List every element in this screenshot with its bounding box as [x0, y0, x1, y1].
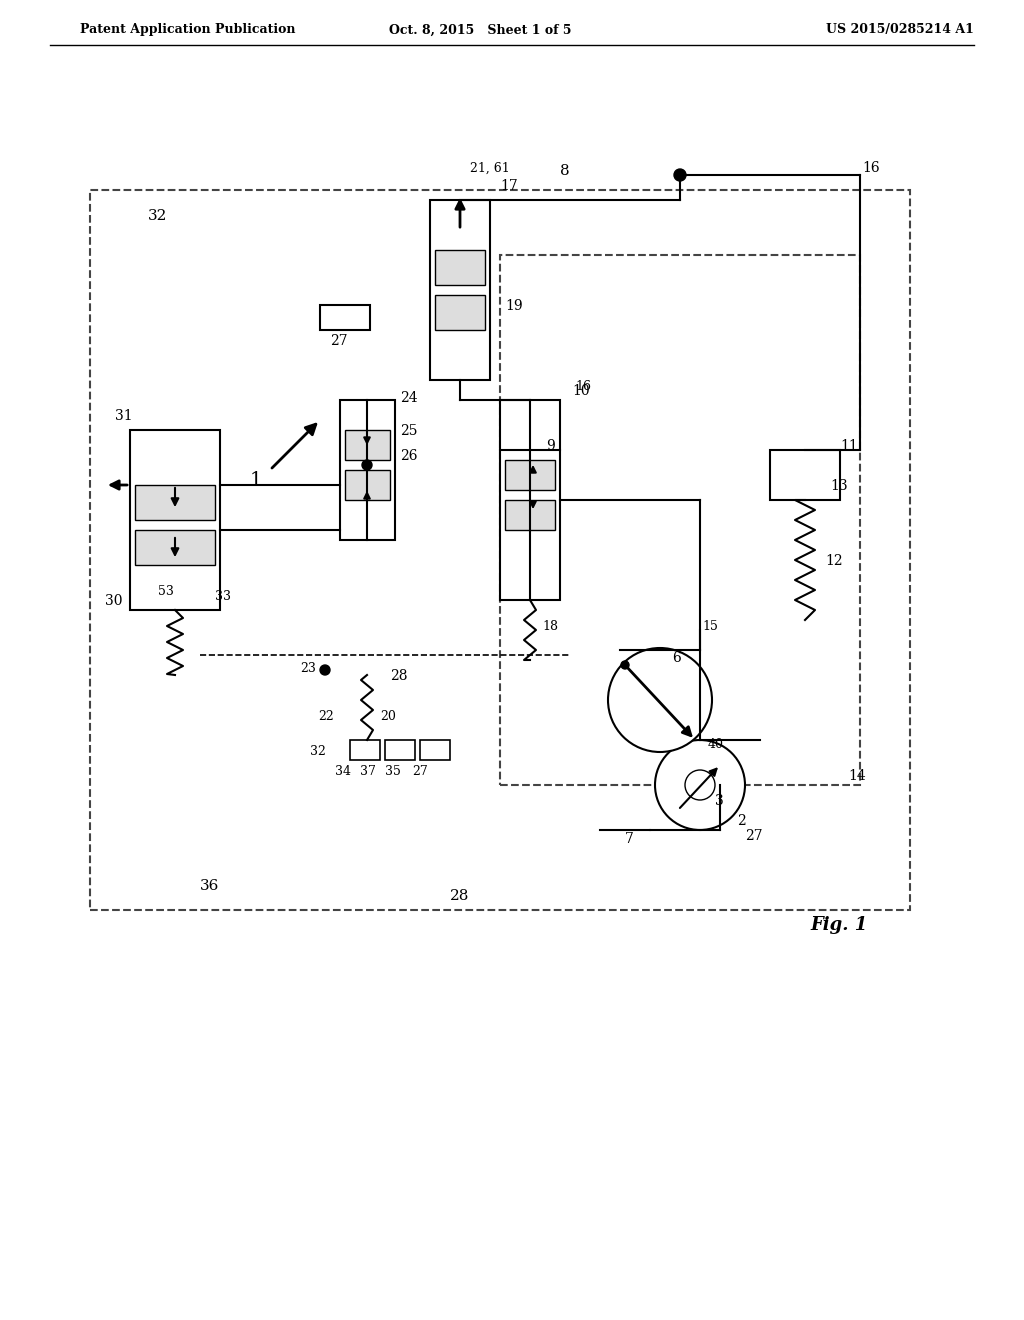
- Text: 20: 20: [380, 710, 396, 723]
- Text: 28: 28: [390, 669, 408, 682]
- Text: US 2015/0285214 A1: US 2015/0285214 A1: [826, 24, 974, 37]
- Bar: [500, 255, 860, 785]
- Text: 13: 13: [830, 479, 848, 492]
- Text: 28: 28: [450, 888, 469, 903]
- Circle shape: [685, 770, 715, 800]
- Text: 24: 24: [400, 391, 418, 405]
- Text: 35: 35: [385, 766, 400, 777]
- Text: 15: 15: [702, 620, 718, 634]
- Bar: [340, 400, 395, 540]
- Text: 32: 32: [310, 744, 326, 758]
- Text: 27: 27: [412, 766, 428, 777]
- Text: 12: 12: [825, 554, 843, 568]
- Text: 16: 16: [862, 161, 880, 176]
- Bar: [130, 430, 220, 610]
- Text: 16: 16: [575, 380, 591, 393]
- Text: 1: 1: [250, 471, 262, 488]
- Bar: [770, 450, 840, 500]
- Circle shape: [674, 169, 686, 181]
- Text: Oct. 8, 2015   Sheet 1 of 5: Oct. 8, 2015 Sheet 1 of 5: [389, 24, 571, 37]
- Bar: [350, 741, 380, 760]
- Bar: [345, 430, 390, 459]
- Bar: [385, 741, 415, 760]
- Circle shape: [608, 648, 712, 752]
- Text: 19: 19: [505, 300, 522, 313]
- Text: 53: 53: [158, 585, 174, 598]
- Text: 34: 34: [335, 766, 351, 777]
- Bar: [500, 400, 560, 601]
- Text: 6: 6: [672, 651, 681, 665]
- Bar: [135, 531, 215, 565]
- Bar: [505, 459, 555, 490]
- Bar: [135, 484, 215, 520]
- Bar: [435, 294, 485, 330]
- Text: 9: 9: [546, 440, 555, 453]
- Text: Fig. 1: Fig. 1: [810, 916, 867, 935]
- Circle shape: [655, 741, 745, 830]
- Text: 31: 31: [115, 409, 133, 422]
- Text: 18: 18: [542, 620, 558, 634]
- Text: 25: 25: [400, 424, 418, 438]
- Text: 3: 3: [715, 795, 724, 808]
- Text: 27: 27: [745, 829, 763, 843]
- Text: 22: 22: [318, 710, 334, 723]
- Bar: [430, 201, 490, 380]
- Circle shape: [319, 665, 330, 675]
- Text: 11: 11: [840, 440, 858, 453]
- Text: 14: 14: [848, 770, 865, 783]
- Text: 10: 10: [572, 384, 590, 399]
- Bar: [90, 190, 910, 909]
- Text: 40: 40: [708, 738, 724, 751]
- Bar: [505, 500, 555, 531]
- Bar: [420, 741, 450, 760]
- Text: 23: 23: [300, 663, 315, 675]
- Text: Patent Application Publication: Patent Application Publication: [80, 24, 296, 37]
- Text: 26: 26: [400, 449, 418, 463]
- Text: 27: 27: [330, 334, 347, 348]
- Text: 17: 17: [500, 180, 518, 193]
- Text: 37: 37: [360, 766, 376, 777]
- Text: 33: 33: [215, 590, 231, 603]
- Bar: [345, 470, 390, 500]
- Text: 7: 7: [625, 832, 634, 846]
- Text: 30: 30: [105, 594, 123, 609]
- Bar: [435, 249, 485, 285]
- Circle shape: [621, 661, 629, 669]
- Text: 21, 61: 21, 61: [470, 162, 510, 176]
- Bar: [319, 305, 370, 330]
- Text: 32: 32: [148, 209, 167, 223]
- Text: 36: 36: [200, 879, 219, 894]
- Circle shape: [362, 459, 372, 470]
- Text: 2: 2: [737, 814, 745, 828]
- Text: 8: 8: [560, 164, 569, 178]
